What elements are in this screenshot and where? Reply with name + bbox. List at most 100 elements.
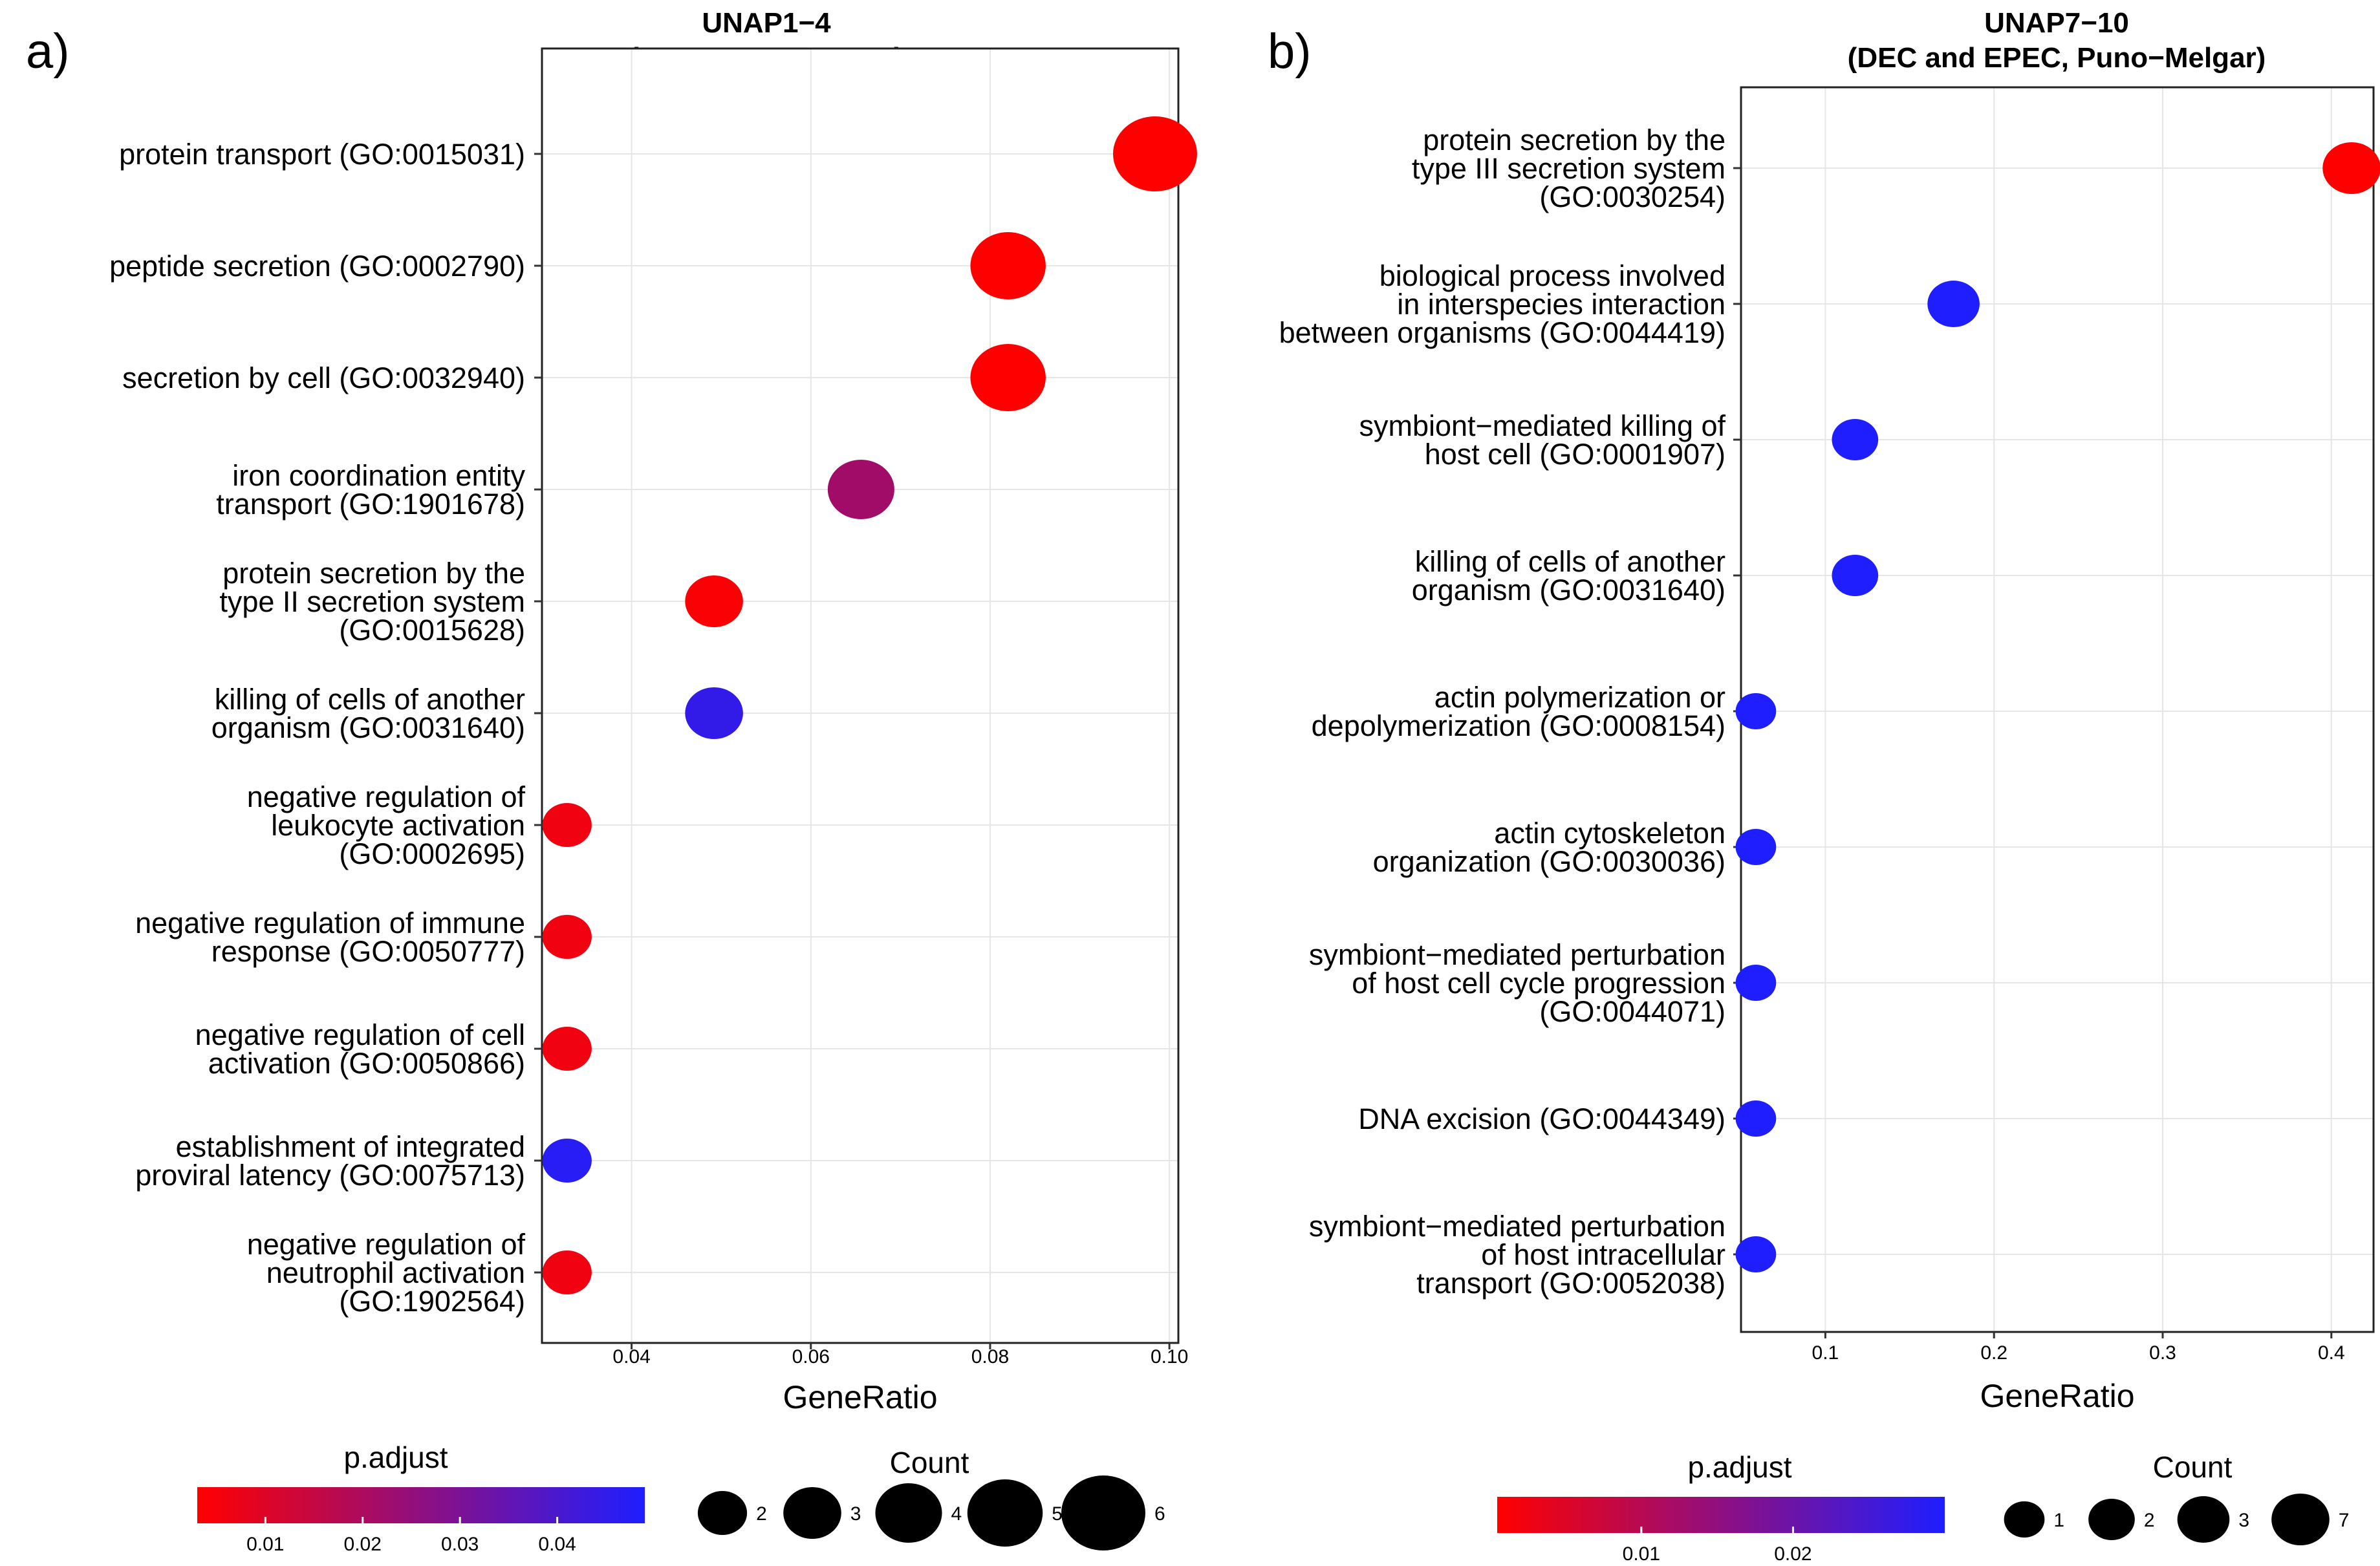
chart-title: UNAP7−10 [1984,7,2129,39]
chart-subtitle: (DEC and EPEC, Puno−Melgar) [1848,42,2266,74]
y-tick-label: secretion by cell (GO:0032940) [122,361,525,394]
x-axis-label: GeneRatio [1980,1378,2134,1414]
x-tick-label: 0.08 [971,1346,1009,1368]
x-tick-label: 0.3 [2149,1342,2176,1364]
size-legend-dot [2004,1501,2045,1538]
size-legend-label: 6 [1154,1503,1165,1525]
y-tick-label: actin polymerization or [1434,681,1726,714]
size-legend-dot [875,1483,942,1543]
y-tick-label: actin cytoskeleton [1494,817,1726,850]
data-point [542,803,592,847]
data-point [1735,693,1777,729]
y-tick-label: killing of cells of another [1415,545,1726,578]
colorbar-tick-label: 0.02 [1774,1543,1812,1565]
y-tick-label: of host intracellular [1481,1238,1726,1271]
plot-background [542,48,1178,1343]
y-tick-label: (GO:0030254) [1539,180,1726,213]
data-point [1832,555,1879,596]
y-tick-label: protein secretion by the [222,557,525,590]
y-tick-label: protein transport (GO:0015031) [119,138,525,171]
x-axis-label: GeneRatio [783,1379,937,1415]
y-tick-label: negative regulation of cell [195,1018,525,1051]
data-point [542,1139,592,1183]
y-tick-label: depolymerization (GO:0008154) [1312,709,1726,742]
size-legend-dot [783,1487,841,1539]
size-legend-label: 2 [2144,1510,2155,1531]
data-point [1735,1236,1777,1272]
data-point [827,460,894,519]
data-point [685,687,743,739]
y-tick-label: in interspecies interaction [1397,288,1726,321]
colorbar [1497,1497,1945,1533]
y-tick-label: transport (GO:0052038) [1416,1267,1726,1300]
y-tick-label: symbiont−mediated perturbation [1309,1210,1726,1243]
size-legend-dot [2271,1494,2330,1545]
data-point [685,575,743,627]
x-tick-label: 0.10 [1151,1346,1188,1368]
y-tick-label: type III secretion system [1412,152,1726,185]
size-legend-label: 7 [2339,1510,2350,1531]
color-legend-title: p.adjust [343,1441,448,1474]
y-tick-label: organism (GO:0031640) [1412,574,1726,606]
y-tick-label: between organisms (GO:0044419) [1279,316,1726,349]
panel-letter: b) [1268,24,1312,79]
colorbar-tick-label: 0.03 [441,1534,479,1555]
y-tick-label: organization (GO:0030036) [1373,845,1726,878]
panel-b: b) UNAP7−10(DEC and EPEC, Puno−Melgar) 0.1… [1268,7,2380,1565]
y-tick-label: peptide secretion (GO:0002790) [109,250,525,283]
size-legend-label: 3 [850,1503,861,1525]
data-point [1113,116,1197,191]
y-tick-label: (GO:0044071) [1539,995,1726,1028]
data-point [2322,142,2380,194]
y-tick-label: type II secretion system [219,585,525,618]
y-tick-label: neutrophil activation [266,1256,525,1289]
y-tick-label: establishment of integrated [176,1130,525,1163]
y-tick-label: negative regulation of [247,1228,526,1261]
panel-a: a)UNAP1−4(DEC, Puno−Lampa)0.040.060.080.… [26,7,1197,1555]
data-point [542,915,592,959]
data-point [970,232,1046,299]
y-tick-label: host cell (GO:0001907) [1425,438,1726,471]
size-legend-label: 3 [2238,1510,2249,1531]
data-point [1735,965,1777,1001]
size-legend-label: 4 [951,1503,962,1525]
data-point [1927,281,1980,327]
colorbar [197,1487,645,1523]
x-tick-label: 0.06 [792,1346,830,1368]
y-tick-label: (GO:0002695) [339,837,525,870]
y-tick-label: killing of cells of another [215,683,525,716]
y-tick-label: symbiont−mediated killing of [1359,409,1726,442]
data-point [1735,829,1777,865]
size-legend-label: 2 [756,1503,767,1525]
data-point [1735,1100,1777,1137]
size-legend-dot [697,1491,748,1535]
y-tick-label: DNA excision (GO:0044349) [1358,1102,1726,1135]
data-point [970,344,1046,411]
y-tick-label: transport (GO:1901678) [216,488,525,520]
panel-letter: a) [26,24,70,79]
x-tick-label: 0.4 [2318,1342,2345,1364]
data-point [1832,419,1879,460]
size-legend-dot [967,1479,1043,1547]
data-point [542,1250,592,1294]
y-tick-label: biological process involved [1379,259,1726,292]
y-tick-label: activation (GO:0050866) [208,1047,525,1080]
y-tick-label: proviral latency (GO:0075713) [135,1159,525,1192]
colorbar-tick-label: 0.04 [538,1534,576,1555]
colorbar-tick-label: 0.01 [246,1534,284,1555]
y-tick-label: (GO:1902564) [339,1285,525,1318]
y-tick-label: (GO:0015628) [339,614,525,647]
y-tick-label: negative regulation of immune [135,906,525,939]
size-legend-dot [2177,1496,2230,1543]
colorbar-tick-label: 0.01 [1623,1543,1660,1565]
y-tick-label: iron coordination entity [232,459,525,492]
size-legend-label: 5 [1052,1503,1063,1525]
data-point [542,1027,592,1071]
size-legend-dot [1061,1475,1145,1550]
plot-frame [541,47,1180,1344]
y-tick-label: of host cell cycle progression [1352,967,1726,1000]
x-tick-label: 0.1 [1812,1342,1839,1364]
y-tick-label: leukocyte activation [271,809,525,842]
color-legend-title: p.adjust [1687,1450,1791,1484]
